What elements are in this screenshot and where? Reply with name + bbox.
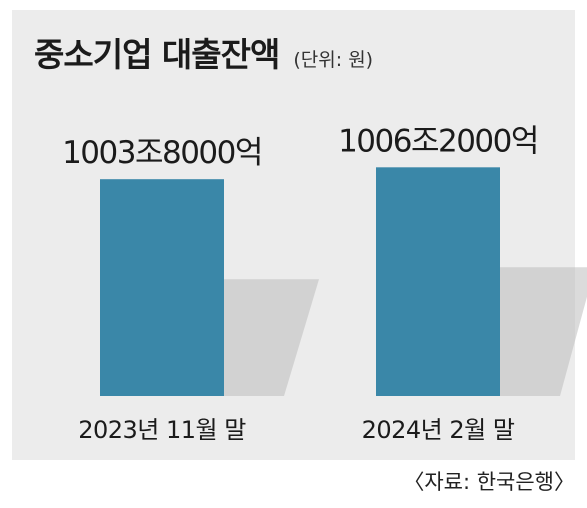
bar-shadow xyxy=(224,279,319,396)
source-label: 〈자료: 한국은행〉 xyxy=(403,470,575,494)
data-label-1: 1003조8000억 xyxy=(62,135,262,171)
bar-2 xyxy=(376,167,500,396)
data-label-2: 1006조2000억 xyxy=(338,123,538,159)
category-label-2: 2024년 2월 말 xyxy=(362,416,515,444)
bar-shadow xyxy=(500,267,587,396)
chart-title: 중소기업 대출잔액 xyxy=(34,35,280,74)
category-label-1: 2023년 11월 말 xyxy=(78,416,246,444)
bar-1 xyxy=(100,179,224,396)
unit-label: (단위: 원) xyxy=(293,49,374,71)
title-row: 중소기업 대출잔액 (단위: 원) xyxy=(34,28,373,76)
